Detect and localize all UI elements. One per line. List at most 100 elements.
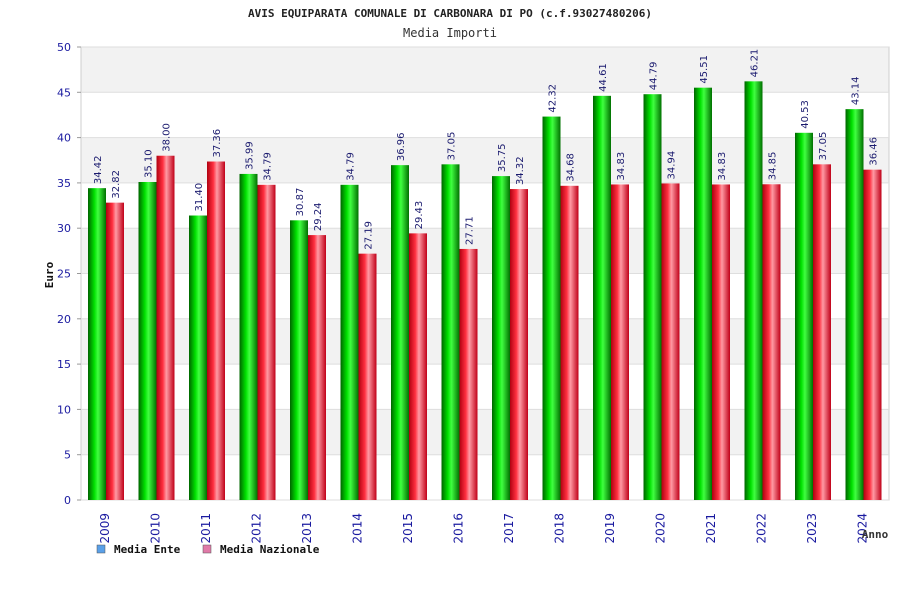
y-axis-ticks: 0 5 10 15 20 25 30 35 40 45 50 (57, 41, 81, 507)
bar-2024-media-nazionale (863, 169, 882, 500)
data-labels: 34.42 32.82 35.10 38.00 31.40 37.36 35.99 34.79… (93, 49, 880, 250)
bar-2013-media-nazionale (308, 235, 326, 500)
bar-2018-media-ente (542, 116, 561, 500)
data-label: 34.83 (717, 152, 728, 181)
bar-2012-media-nazionale (257, 184, 276, 500)
bar-2011-media-ente (189, 215, 207, 501)
x-tick-label: 2022 (755, 513, 769, 544)
bar-2022-media-ente (744, 81, 763, 500)
y-tick-label: 10 (57, 403, 71, 416)
y-tick-label: 45 (57, 86, 71, 99)
x-tick-label: 2018 (553, 513, 567, 544)
bar-2014-media-nazionale (358, 253, 377, 500)
data-label: 34.83 (616, 152, 627, 181)
bar-2019-media-ente (593, 95, 611, 500)
x-tick-label: 2019 (603, 513, 617, 544)
bar-2014-media-ente (340, 184, 359, 500)
x-tick-label: 2009 (98, 513, 112, 544)
bar-2010-media-nazionale (156, 155, 175, 500)
x-tick-label: 2023 (805, 513, 819, 544)
data-label: 34.85 (768, 152, 779, 181)
chart-title: AVIS EQUIPARATA COMUNALE DI CARBONARA DI… (248, 7, 652, 20)
x-tick-label: 2015 (401, 513, 415, 544)
x-tick-label: 2012 (250, 513, 264, 544)
x-tick-label: 2014 (351, 513, 365, 544)
y-tick-label: 20 (57, 313, 71, 326)
bar-2021-media-ente (694, 87, 712, 501)
data-label: 35.75 (497, 143, 508, 172)
plot-band (81, 92, 889, 138)
data-label: 36.46 (869, 137, 880, 166)
bar-2015-media-nazionale (409, 233, 427, 500)
bar-2019-media-nazionale (611, 184, 629, 501)
data-label: 34.42 (93, 156, 104, 185)
data-label: 32.82 (111, 170, 122, 199)
bar-2013-media-ente (290, 220, 308, 500)
y-tick-label: 40 (57, 132, 71, 145)
data-label: 44.61 (598, 63, 609, 92)
y-tick-label: 5 (64, 449, 71, 462)
data-label: 30.87 (295, 188, 306, 217)
data-label: 36.96 (396, 133, 407, 162)
bar-2023-media-nazionale (813, 164, 831, 500)
plot-band (81, 47, 889, 93)
data-label: 29.24 (313, 202, 324, 231)
x-tick-label: 2017 (502, 513, 516, 544)
data-label: 35.10 (144, 149, 155, 178)
data-label: 37.05 (447, 132, 458, 161)
y-tick-label: 25 (57, 268, 71, 281)
x-axis-label: Anno (862, 528, 889, 541)
bar-2018-media-nazionale (560, 185, 579, 500)
bar-2017-media-ente (492, 176, 510, 501)
x-tick-label: 2021 (704, 513, 718, 544)
data-label: 35.99 (245, 141, 256, 170)
x-axis-ticks: 2009 2010 2011 2012 2013 2014 2015 2016 2017 2018… (98, 513, 870, 544)
legend-label-media-nazionale: Media Nazionale (220, 543, 320, 556)
data-label: 34.32 (515, 156, 526, 185)
data-label: 34.94 (667, 151, 678, 180)
bar-2016-media-ente (441, 164, 460, 500)
legend-label-media-ente: Media Ente (114, 543, 181, 556)
data-label: 46.21 (750, 49, 761, 78)
bar-2021-media-nazionale (712, 184, 730, 501)
x-tick-label: 2024 (856, 513, 870, 544)
legend-swatch-media-nazionale (202, 544, 212, 554)
bar-2017-media-nazionale (510, 189, 528, 501)
data-label: 43.14 (851, 77, 862, 106)
bar-2020-media-ente (643, 94, 662, 500)
data-label: 40.53 (800, 100, 811, 129)
bar-2024-media-ente (845, 109, 864, 500)
data-label: 42.32 (548, 84, 559, 113)
data-label: 34.68 (566, 153, 577, 182)
bar-2023-media-ente (795, 132, 813, 500)
data-label: 37.05 (818, 132, 829, 161)
bar-2010-media-ente (138, 181, 157, 500)
x-tick-label: 2010 (149, 513, 163, 544)
legend-swatch-media-ente (96, 544, 106, 554)
bar-2009-media-nazionale (106, 202, 124, 500)
data-label: 37.36 (212, 129, 223, 158)
data-label: 44.79 (649, 62, 660, 91)
x-tick-label: 2011 (199, 513, 213, 544)
bar-2016-media-nazionale (459, 248, 478, 500)
x-tick-label: 2016 (452, 513, 466, 544)
data-label: 27.19 (364, 221, 375, 250)
x-tick-label: 2013 (300, 513, 314, 544)
chart-subtitle: Media Importi (403, 26, 497, 40)
y-tick-label: 30 (57, 222, 71, 235)
y-axis-label: Euro (43, 261, 56, 288)
data-label: 31.40 (194, 183, 205, 212)
data-label: 38.00 (162, 123, 173, 152)
data-label: 45.51 (699, 55, 710, 84)
bar-2015-media-ente (391, 165, 409, 500)
bars (88, 81, 882, 501)
data-label: 29.43 (414, 201, 425, 230)
bar-2009-media-ente (88, 188, 106, 501)
x-tick-label: 2020 (654, 513, 668, 544)
data-label: 34.79 (263, 152, 274, 181)
bar-2020-media-nazionale (661, 183, 680, 500)
y-tick-label: 0 (64, 494, 71, 507)
bar-2012-media-ente (239, 173, 258, 500)
data-label: 27.71 (465, 216, 476, 245)
